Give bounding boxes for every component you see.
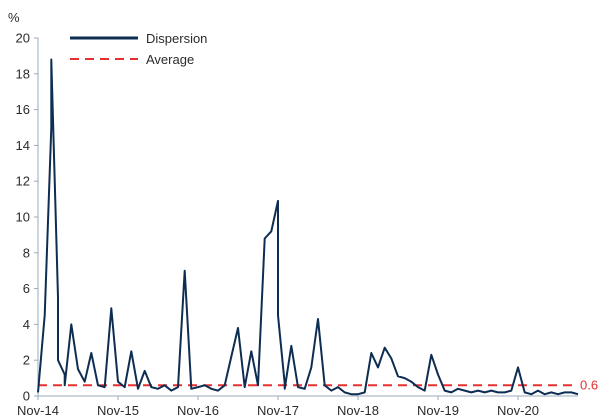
y-tick-label: 4 [23, 317, 30, 332]
y-tick-label: 12 [16, 174, 30, 189]
y-tick-label: 14 [16, 138, 30, 153]
y-tick-label: 0 [23, 389, 30, 404]
x-tick-label: Nov-20 [497, 403, 539, 418]
x-tick-label: Nov-16 [177, 403, 219, 418]
y-tick-label: 6 [23, 281, 30, 296]
y-axis: 0 2 4 6 8 10 12 14 16 18 20 [16, 31, 39, 404]
x-tick-label: Nov-15 [97, 403, 139, 418]
dispersion-line [37, 58, 579, 396]
legend: Dispersion Average [70, 31, 207, 67]
y-tick-label: 20 [16, 31, 30, 46]
y-tick-label: 18 [16, 66, 30, 81]
y-tick-label: 2 [23, 353, 30, 368]
average-value-label: 0.6 [580, 377, 598, 392]
legend-dispersion-label: Dispersion [146, 31, 207, 46]
y-tick-label: 10 [16, 210, 30, 225]
y-tick-label: 16 [16, 102, 30, 117]
x-tick-label: Nov-17 [257, 403, 299, 418]
legend-average-label: Average [146, 52, 194, 67]
x-tick-label: Nov-19 [417, 403, 459, 418]
y-tick-label: 8 [23, 245, 30, 260]
dispersion-series-group [37, 58, 579, 396]
x-tick-label: Nov-14 [17, 403, 59, 418]
x-tick-label: Nov-18 [337, 403, 379, 418]
x-axis: Nov-14 Nov-15 Nov-16 Nov-17 Nov-18 Nov-19 Nov-… [17, 395, 578, 418]
y-unit-label: % [8, 10, 20, 25]
